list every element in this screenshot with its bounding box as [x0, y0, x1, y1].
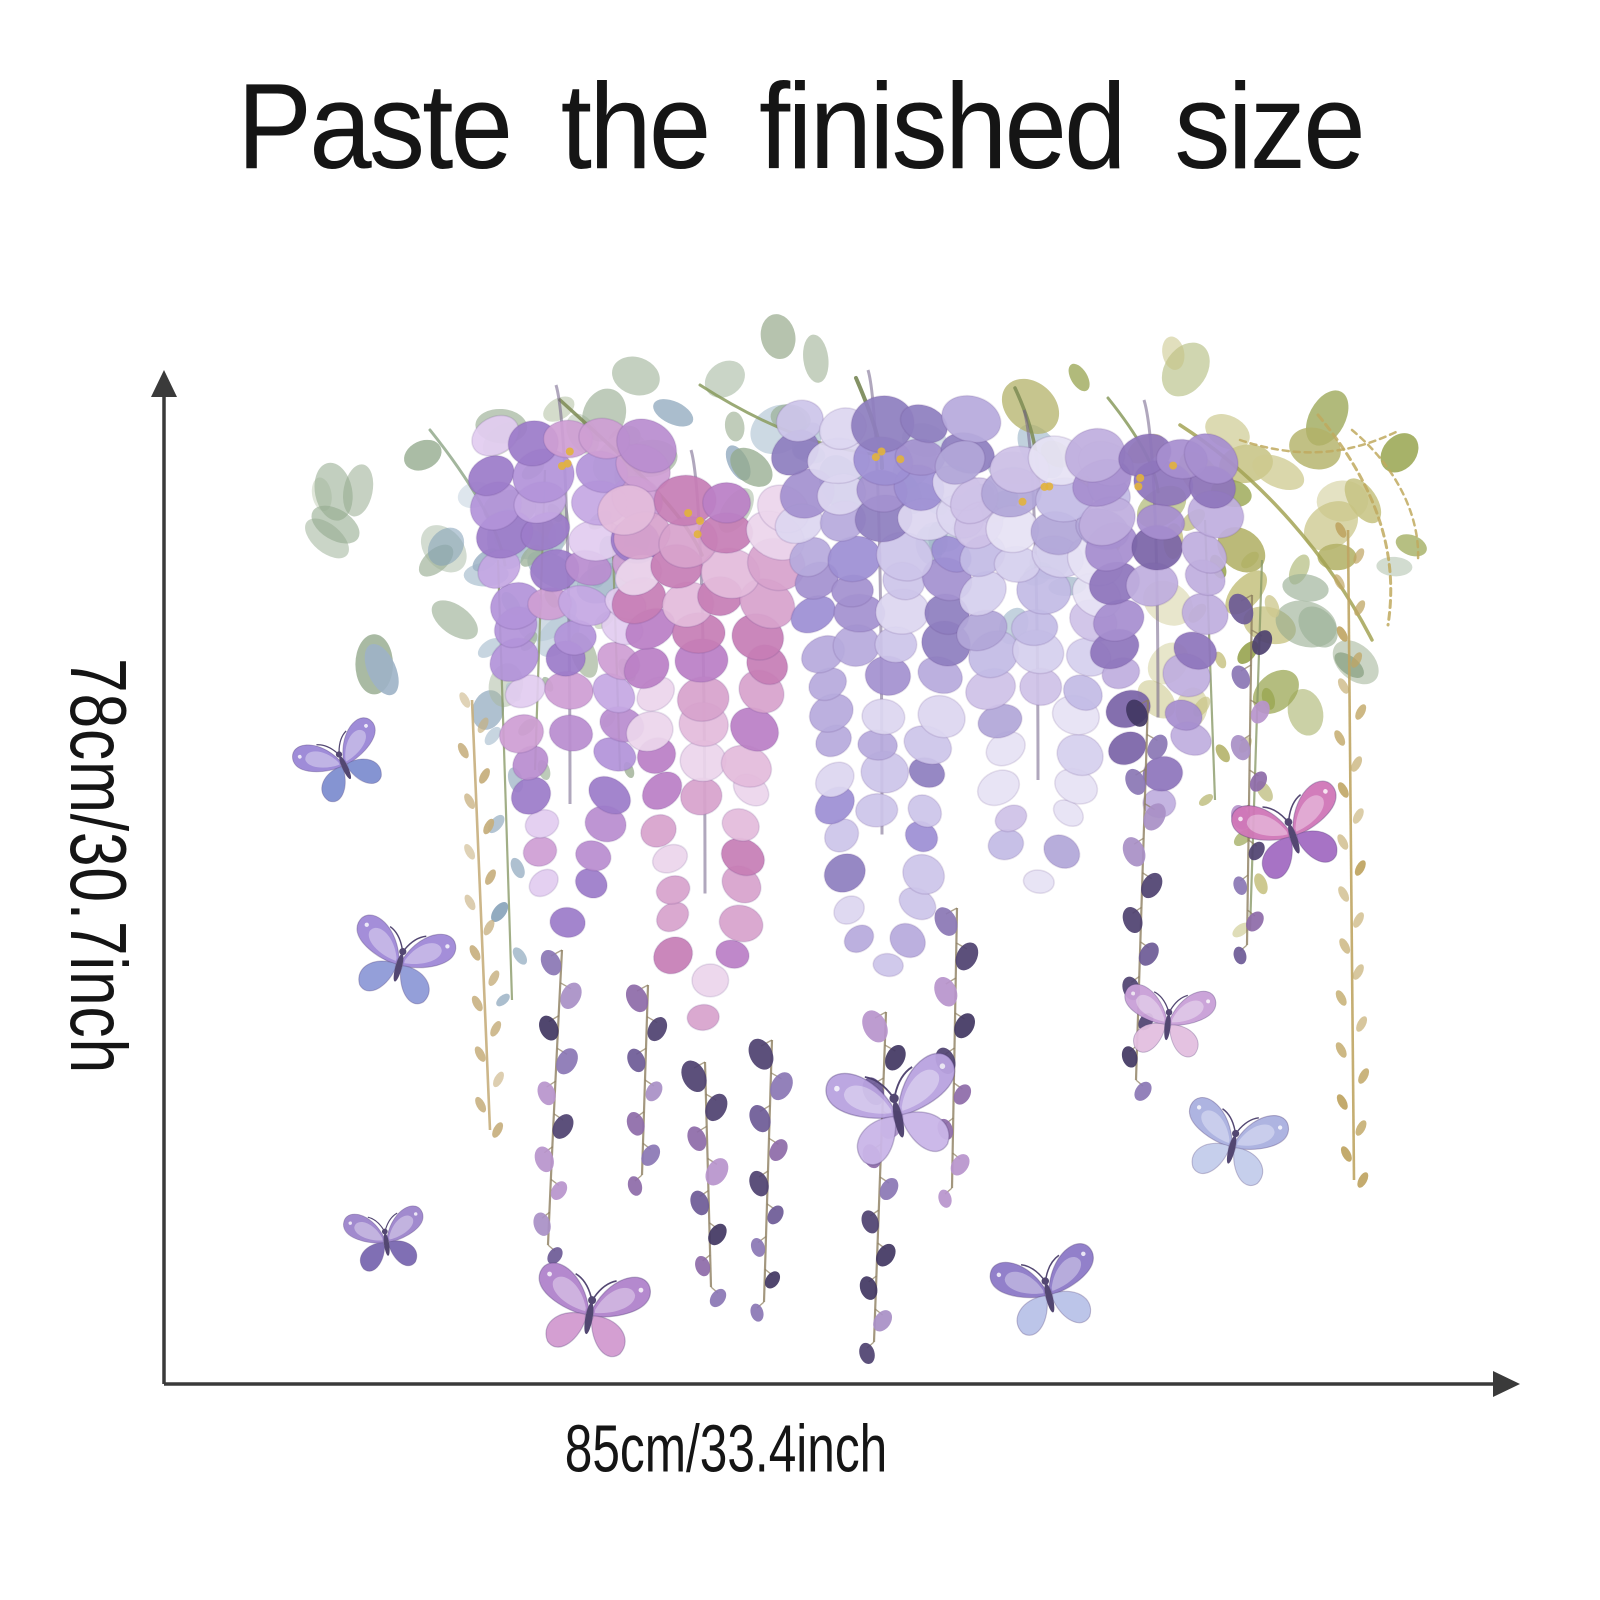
gold-tassel-strand — [457, 692, 504, 1138]
floret-dot — [1134, 482, 1143, 491]
bead-strand — [1228, 593, 1273, 965]
bead-strand — [625, 984, 668, 1196]
dimension-lines — [151, 370, 1520, 1397]
vine-stem — [1350, 428, 1420, 562]
height-arrowhead-icon — [151, 370, 177, 397]
floret-dot — [896, 455, 905, 464]
bead-strand — [533, 949, 582, 1265]
butterfly-icon — [825, 1052, 956, 1166]
butterfly-icon — [989, 1243, 1094, 1336]
bead-strand — [859, 1010, 906, 1364]
wisteria-raceme — [597, 449, 810, 1032]
width-dimension-label: 85cm/33.4inch — [564, 1411, 888, 1487]
butterfly-icon — [292, 717, 382, 803]
floret-dot — [1136, 474, 1145, 482]
butterfly-icon — [356, 914, 457, 1005]
floret-dot — [563, 459, 572, 468]
wisteria-raceme — [1064, 399, 1245, 819]
leaf-cluster — [1275, 556, 1413, 685]
height-dimension-label: 78cm/30.7inch — [54, 658, 143, 1074]
floret-dot — [693, 530, 702, 539]
page-title: Paste the finished size — [237, 58, 1366, 194]
bead-strand — [748, 1038, 793, 1322]
floret-dot — [565, 447, 574, 456]
floret-dot — [696, 516, 704, 525]
butterfly-icon — [538, 1262, 652, 1358]
leaf-cluster — [1163, 390, 1427, 585]
butterfly-icon — [1188, 1097, 1290, 1186]
butterfly-icon — [343, 1205, 424, 1272]
floret-dot — [1045, 482, 1054, 491]
floret-dot — [871, 453, 880, 462]
vine-stem — [1316, 413, 1393, 627]
gold-tassel-strand — [1333, 522, 1370, 1188]
vine-stem — [1238, 428, 1402, 454]
width-arrowhead-icon — [1493, 1371, 1520, 1397]
floret-dot — [1018, 497, 1027, 506]
butterfly-icon — [1231, 780, 1338, 880]
floret-dot — [877, 447, 886, 456]
bead-strand — [681, 1060, 729, 1308]
floret-dot — [1169, 461, 1178, 470]
floret-dot — [684, 509, 693, 517]
wisteria-art — [292, 314, 1427, 1364]
butterfly-icon — [1124, 983, 1217, 1058]
